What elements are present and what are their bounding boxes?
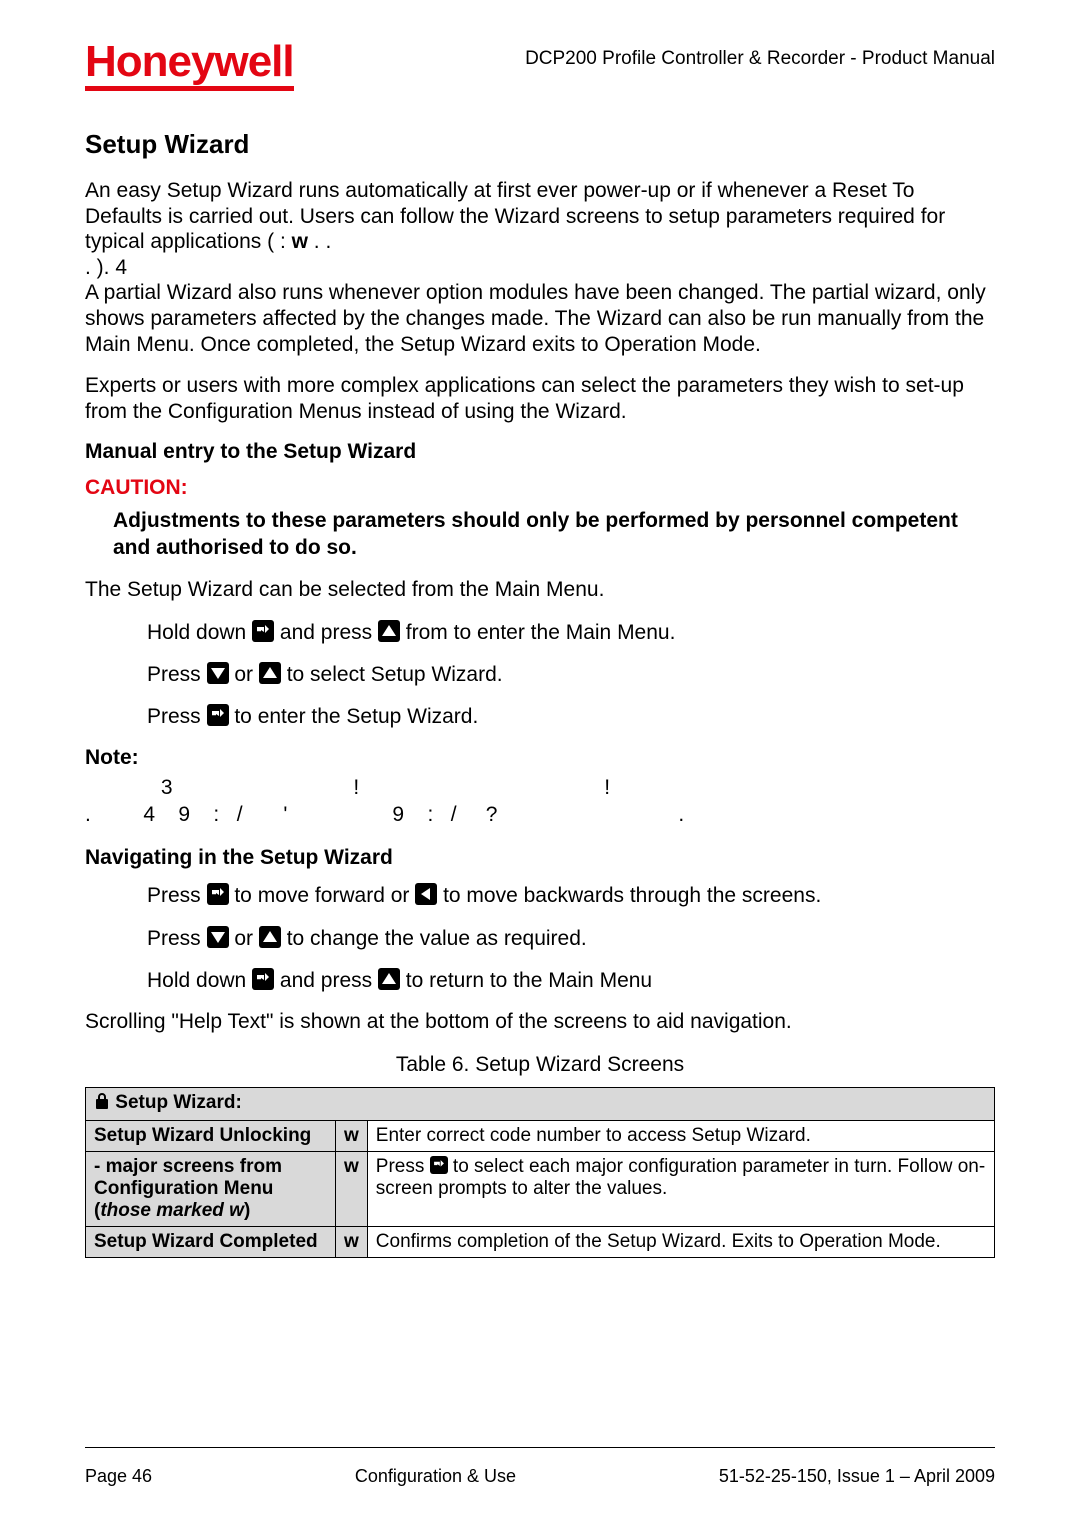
manual-step-2: Press or to select Setup Wizard.	[147, 661, 995, 689]
caution-body: Adjustments to these parameters should o…	[113, 508, 995, 561]
note-label: Note:	[85, 746, 995, 770]
row-label: Setup Wizard Completed	[86, 1226, 336, 1257]
navigating-heading: Navigating in the Setup Wizard	[85, 846, 995, 870]
step3a: Press	[147, 705, 207, 728]
para1-c: . .	[314, 230, 332, 253]
page-header: Honeywell DCP200 Profile Controller & Re…	[85, 40, 995, 91]
footer-right: 51-52-25-150, Issue 1 – April 2009	[719, 1466, 995, 1487]
nav3b: and press	[274, 969, 378, 992]
section-heading: Setup Wizard	[85, 129, 995, 160]
caution-label: CAUTION:	[85, 476, 995, 500]
footer-rule	[85, 1447, 995, 1448]
enter-icon	[252, 968, 274, 990]
nav1c: to move backwards through the screens.	[437, 884, 821, 907]
nav3c: to return to the Main Menu	[400, 969, 652, 992]
table-header-text: Setup Wizard:	[115, 1092, 242, 1113]
up-icon	[378, 620, 400, 642]
row-label: Setup Wizard Unlocking	[86, 1120, 336, 1151]
step1c: from to enter the Main Menu.	[400, 621, 675, 644]
step1a: Hold down	[147, 621, 252, 644]
intro-paragraph-3: Experts or users with more complex appli…	[85, 373, 995, 424]
up-icon	[259, 662, 281, 684]
row-label-b: those marked w	[100, 1200, 244, 1221]
step3b: to enter the Setup Wizard.	[229, 705, 479, 728]
setup-wizard-table: Setup Wizard: Setup Wizard Unlocking w E…	[85, 1087, 995, 1258]
nav-step-3: Hold down and press to return to the Mai…	[147, 967, 995, 995]
row-desc: Press to select each major configuration…	[367, 1151, 994, 1226]
page-footer: Page 46 Configuration & Use 51-52-25-150…	[85, 1447, 995, 1487]
table-row: Setup Wizard Unlocking w Enter correct c…	[86, 1120, 995, 1151]
nav3a: Hold down	[147, 969, 252, 992]
nav2a: Press	[147, 927, 207, 950]
brand-logo: Honeywell	[85, 40, 294, 91]
note-body: 3 ! ! . 4 9 : / ' 9 : / ? .	[85, 774, 995, 829]
manual-entry-heading: Manual entry to the Setup Wizard	[85, 440, 995, 464]
para1-w: w	[292, 230, 308, 253]
back-icon	[415, 883, 437, 905]
manual-intro: The Setup Wizard can be selected from th…	[85, 577, 995, 603]
down-icon	[207, 662, 229, 684]
up-icon	[378, 968, 400, 990]
para1-d: . ). 4	[85, 256, 127, 279]
nav1b: to move forward or	[229, 884, 416, 907]
footer-row: Page 46 Configuration & Use 51-52-25-150…	[85, 1466, 995, 1487]
manual-step-1: Hold down and press from to enter the Ma…	[147, 619, 995, 647]
row-label-c: )	[244, 1200, 250, 1221]
footer-page: Page 46	[85, 1466, 152, 1487]
nav2c: to change the value as required.	[281, 927, 587, 950]
manual-step-3: Press to enter the Setup Wizard.	[147, 703, 995, 731]
step2b: or	[229, 663, 259, 686]
enter-icon	[252, 620, 274, 642]
footer-center: Configuration & Use	[355, 1466, 516, 1487]
nav-step-2: Press or to change the value as required…	[147, 925, 995, 953]
nav2b: or	[229, 927, 259, 950]
table-row: - major screens from Configuration Menu …	[86, 1151, 995, 1226]
page: Honeywell DCP200 Profile Controller & Re…	[0, 0, 1080, 1527]
row-desc: Confirms completion of the Setup Wizard.…	[367, 1226, 994, 1257]
row-desc: Enter correct code number to access Setu…	[367, 1120, 994, 1151]
enter-icon	[207, 883, 229, 905]
help-text-note: Scrolling "Help Text" is shown at the bo…	[85, 1009, 995, 1035]
table-header: Setup Wizard:	[86, 1087, 995, 1120]
step2c: to select Setup Wizard.	[281, 663, 503, 686]
para1-b: :	[280, 230, 292, 253]
lock-icon	[94, 1092, 110, 1116]
row-desc-b: to select each major configuration param…	[376, 1156, 985, 1199]
step1b: and press	[274, 621, 378, 644]
intro-paragraph-2: A partial Wizard also runs whenever opti…	[85, 280, 995, 357]
row-w: w	[336, 1120, 368, 1151]
nav-step-1: Press to move forward or to move backwar…	[147, 882, 995, 910]
row-label: - major screens from Configuration Menu …	[86, 1151, 336, 1226]
intro-paragraph-1: An easy Setup Wizard runs automatically …	[85, 178, 995, 280]
para1-a: An easy Setup Wizard runs automatically …	[85, 179, 945, 253]
table-header-row: Setup Wizard:	[86, 1087, 995, 1120]
row-w: w	[336, 1151, 368, 1226]
step2a: Press	[147, 663, 207, 686]
table-caption: Table 6. Setup Wizard Screens	[85, 1053, 995, 1077]
down-icon	[207, 926, 229, 948]
row-w: w	[336, 1226, 368, 1257]
document-title: DCP200 Profile Controller & Recorder - P…	[525, 48, 995, 70]
enter-icon	[207, 704, 229, 726]
row-desc-a: Press	[376, 1156, 430, 1177]
enter-icon	[430, 1156, 448, 1174]
up-icon	[259, 926, 281, 948]
table-row: Setup Wizard Completed w Confirms comple…	[86, 1226, 995, 1257]
nav1a: Press	[147, 884, 207, 907]
